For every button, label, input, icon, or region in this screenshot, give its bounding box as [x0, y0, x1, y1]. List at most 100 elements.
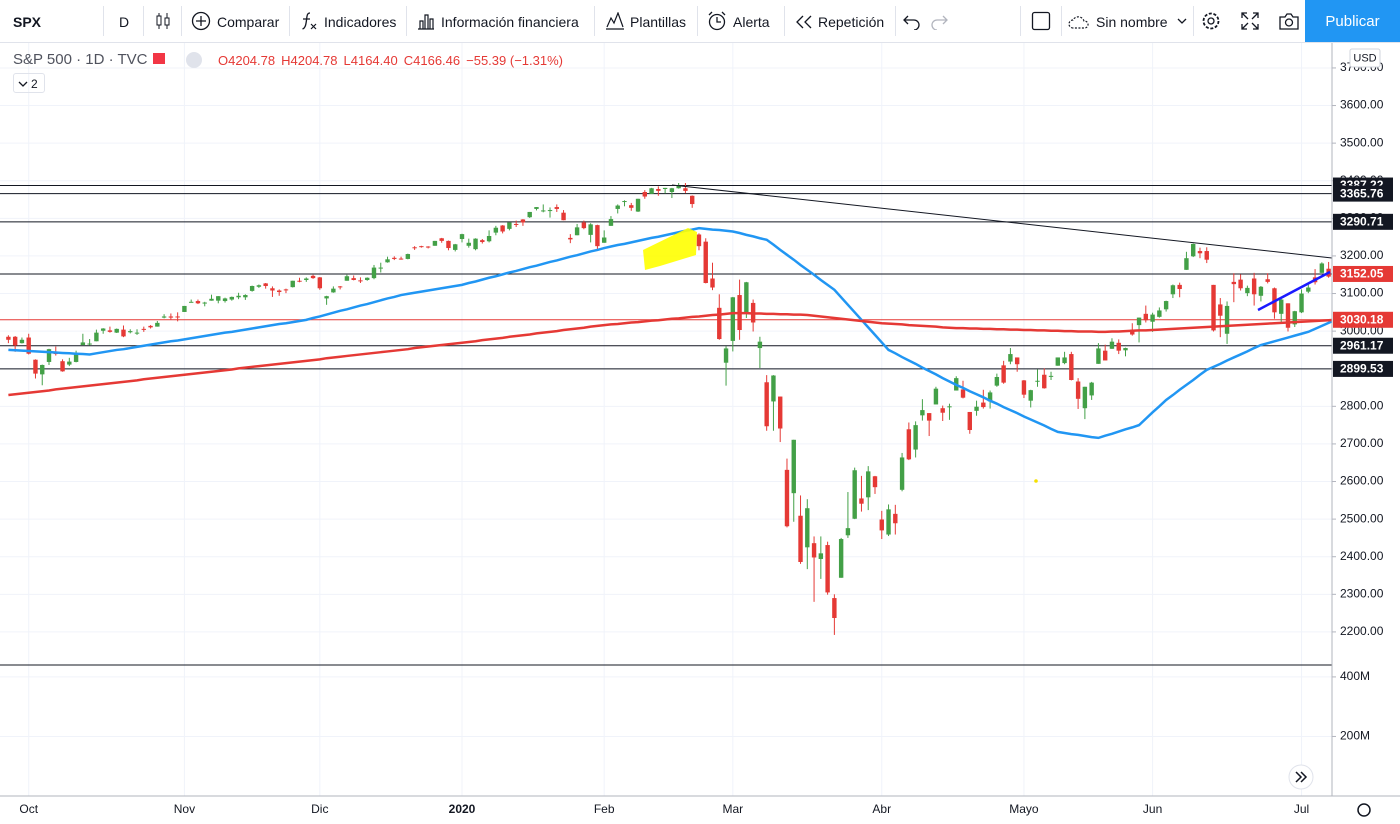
candle-body	[297, 280, 302, 282]
candle-body	[832, 598, 837, 619]
candle-body	[879, 519, 884, 531]
candle-body	[324, 296, 329, 299]
hide-button[interactable]	[186, 52, 202, 68]
plot	[6, 182, 1332, 635]
settings[interactable]	[1200, 10, 1222, 32]
candle-body	[967, 411, 972, 431]
compare[interactable]: Comparar	[217, 14, 280, 30]
x-tick-label: Feb	[594, 802, 615, 816]
candle-body	[1292, 311, 1297, 325]
candle-body	[1075, 381, 1081, 399]
candle-body	[1265, 279, 1270, 282]
candle-body	[1048, 375, 1054, 377]
candle-body	[744, 282, 749, 314]
trend-line	[671, 184, 1332, 259]
publish-button[interactable]: Publicar	[1305, 0, 1400, 42]
candle-body	[175, 316, 180, 318]
chart-type-icon[interactable]	[155, 12, 171, 30]
candle-body	[168, 316, 174, 318]
candle-body	[371, 267, 377, 279]
ohlc-value: −55.39 (−1.31%)	[466, 53, 563, 68]
templates-icon	[606, 12, 624, 30]
indicators[interactable]: Indicadores	[324, 14, 397, 30]
candle-body	[1055, 357, 1060, 366]
y-tick-label: 2700.00	[1340, 436, 1384, 450]
separator	[289, 6, 290, 36]
candle-body	[547, 210, 553, 212]
candle-body	[270, 288, 275, 291]
alert[interactable]: Alerta	[733, 14, 770, 30]
candle-body	[100, 328, 106, 331]
cloud-icon	[1068, 16, 1089, 29]
time-axis	[0, 796, 1400, 824]
candle-body	[46, 349, 52, 362]
candle-body	[1150, 314, 1155, 322]
indicators-toggle[interactable]: 2	[13, 73, 45, 93]
layout-name[interactable]: Sin nombre	[1096, 14, 1168, 30]
separator	[1020, 6, 1021, 36]
financials[interactable]: Información financiera	[441, 14, 579, 30]
candle-body	[974, 406, 979, 411]
undo[interactable]	[903, 14, 921, 30]
y-tick-label: 2600.00	[1340, 474, 1384, 488]
x-tick-label: Jul	[1294, 802, 1309, 816]
fullscreen[interactable]	[1240, 11, 1260, 31]
symbol[interactable]: SPX	[13, 14, 42, 30]
layout-chevron[interactable]	[1176, 17, 1188, 27]
candle-body	[365, 277, 370, 280]
candle-body	[669, 188, 675, 193]
candle-body	[886, 509, 891, 535]
redo[interactable]	[930, 14, 948, 30]
price-label-box	[1333, 337, 1393, 354]
y-tick-label: 400M	[1340, 669, 1370, 683]
settings-icon[interactable]	[1357, 803, 1371, 817]
indicator-count: 2	[31, 77, 38, 91]
price-label: 2899.53	[1340, 362, 1384, 376]
y-tick-label: 3100.00	[1340, 286, 1384, 300]
candle-body	[926, 413, 932, 421]
candle-body	[574, 227, 580, 236]
candle-body	[1001, 365, 1006, 383]
separator	[406, 6, 407, 36]
y-tick-label: 200M	[1340, 729, 1370, 743]
candle-body	[987, 392, 993, 402]
candle-body	[1224, 305, 1230, 334]
candle-body	[392, 257, 397, 259]
separator	[1193, 6, 1194, 36]
candle-body	[784, 469, 790, 527]
candle-body	[723, 348, 729, 363]
candle-body	[405, 254, 411, 259]
candle-body	[67, 361, 72, 365]
x-tick-label: Oct	[19, 802, 38, 816]
candle-body	[534, 207, 539, 209]
candle-body	[459, 234, 465, 240]
candle-body	[121, 329, 126, 337]
separator	[784, 6, 785, 36]
chevron	[18, 81, 28, 87]
candle-body	[906, 429, 912, 460]
candle-body	[1082, 386, 1088, 409]
price-label-box	[1333, 265, 1393, 282]
snapshot[interactable]	[1278, 11, 1300, 31]
templates[interactable]: Plantillas	[630, 14, 687, 30]
candle-body	[1170, 285, 1176, 295]
candle-body	[304, 278, 309, 280]
candle-body	[520, 219, 526, 223]
candle-body	[1123, 348, 1128, 351]
candle-body	[656, 189, 661, 191]
candle-body	[114, 328, 119, 333]
replay[interactable]: Repetición	[818, 14, 885, 30]
candle-body	[1028, 390, 1033, 401]
candle-body	[791, 439, 796, 494]
candle-body	[432, 240, 438, 246]
candle-body	[202, 302, 207, 304]
y-tick-label: 2200.00	[1340, 624, 1384, 638]
interval[interactable]: D	[119, 14, 130, 30]
candle-body	[216, 296, 221, 301]
select-icon[interactable]	[1031, 11, 1051, 31]
candle-body	[331, 288, 336, 293]
candle-body	[778, 396, 783, 429]
candle-body	[290, 280, 295, 288]
candle-body	[141, 328, 146, 330]
